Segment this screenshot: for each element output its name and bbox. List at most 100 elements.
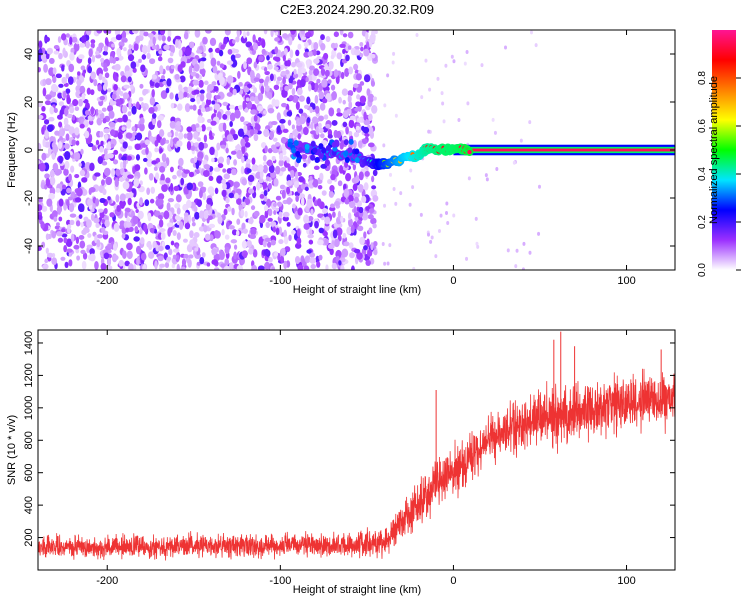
spectrogram-cell <box>352 83 359 89</box>
spectrogram-cell <box>188 254 194 259</box>
spectrogram-cell <box>116 205 121 212</box>
spectrogram-cell <box>75 140 80 146</box>
spectrogram-cell <box>77 203 85 213</box>
spectrogram-cell <box>191 221 196 227</box>
spectrogram-cell <box>118 259 125 267</box>
spectrogram-cell <box>320 34 325 41</box>
spectrogram-cell <box>327 178 333 185</box>
spectrogram-cell <box>330 54 335 60</box>
snr-ylabel: SNR (10 * v/v) <box>6 415 18 485</box>
spectrogram-cell <box>132 30 139 34</box>
spectrogram-cell <box>294 255 301 265</box>
spectrogram-cell <box>394 113 398 118</box>
spectrogram-cell <box>52 144 59 154</box>
spectrogram-cell <box>309 252 316 258</box>
spectrogram-cell <box>197 108 202 116</box>
spectrogram-cell <box>286 180 293 187</box>
spectrogram-cell <box>190 124 197 132</box>
spectrogram-cell <box>310 130 317 135</box>
spectrogram-cell <box>115 34 123 41</box>
spectrogram-cell <box>280 255 285 264</box>
spectrogram-cell <box>283 260 288 270</box>
spectrogram-cell <box>44 258 49 264</box>
spectrogram-cell <box>178 84 183 92</box>
spectrogram-cell <box>315 50 321 56</box>
spectrogram-cell <box>98 73 103 81</box>
spectrogram-cell <box>68 202 75 213</box>
spectrogram-cell <box>130 84 134 90</box>
spectrogram-cell <box>100 140 104 146</box>
spectrogram-cell <box>240 208 245 217</box>
spectrogram-cell <box>268 256 273 263</box>
spectrogram-cell <box>309 257 317 264</box>
spectrogram-cell <box>65 73 70 79</box>
spectrogram-cell <box>221 189 227 198</box>
spectrogram-cell <box>175 244 179 250</box>
spectrogram-cell <box>250 205 256 211</box>
spectrogram-cell <box>102 50 109 56</box>
spectrogram-cell <box>222 113 228 120</box>
spectrogram-cell <box>245 192 250 198</box>
spectrogram-cell <box>391 60 395 65</box>
spectrogram-cell <box>306 96 311 105</box>
spectrogram-cell <box>243 85 250 93</box>
spectrogram-cell <box>85 30 92 36</box>
spectrogram-cell <box>223 173 231 180</box>
spectrogram-cell <box>149 198 155 204</box>
spectrogram-cell <box>328 107 335 117</box>
spectrogram-cell <box>209 37 217 47</box>
spectrogram-cell <box>300 196 305 206</box>
spectrogram-cell <box>359 41 364 47</box>
spectrogram-cell <box>119 90 124 97</box>
spectrogram-cell <box>110 100 117 105</box>
spectrogram-cell <box>123 47 127 52</box>
spectrogram-cell <box>363 245 368 251</box>
spectrogram-cell <box>233 159 238 166</box>
spectrogram-cell <box>175 121 182 127</box>
spectrogram-cell <box>319 102 326 111</box>
spectrogram-cell <box>217 216 223 225</box>
spectrogram-cell <box>340 71 345 80</box>
spectrogram-cell <box>66 113 73 119</box>
spectrogram-cell <box>186 140 192 151</box>
spectrogram-cell <box>296 87 303 96</box>
spectrogram-cell <box>534 43 538 48</box>
spectrogram-cell <box>211 100 216 105</box>
spectrogram-cell <box>295 49 300 57</box>
spectrogram-cell <box>262 110 268 115</box>
spectrogram-cell <box>84 130 90 139</box>
spectrogram-cell <box>200 107 206 113</box>
spectrogram-cell <box>121 233 126 239</box>
spectrogram-cell <box>242 100 247 110</box>
spectrogram-cell <box>112 254 119 261</box>
spectrogram-cell <box>208 223 216 229</box>
spectrogram-cell <box>343 188 350 198</box>
spectrogram-cell <box>68 252 72 257</box>
spectrogram-cell <box>314 94 319 105</box>
spectrogram-cell <box>166 202 171 212</box>
snr-ytick-label: 800 <box>23 431 35 449</box>
spectrogram-cell <box>372 223 377 229</box>
spectrogram-cell <box>49 176 56 186</box>
spectrogram-cell <box>165 65 171 71</box>
spectrogram-cell <box>321 78 328 88</box>
spectrogram-cell <box>81 93 86 101</box>
spectrogram-cell <box>53 50 60 55</box>
spectrogram-cell <box>322 98 328 104</box>
spectrogram-cell <box>240 35 248 44</box>
spectrogram-cell <box>349 252 355 259</box>
spectrogram-cell <box>107 153 114 159</box>
spectrogram-cell <box>356 94 361 100</box>
spectrogram-cell <box>316 78 321 84</box>
spectrogram-cell <box>467 176 471 181</box>
spectrogram-cell <box>226 134 234 142</box>
spectrogram-cell <box>330 173 336 181</box>
spectrogram-cell <box>192 104 197 111</box>
spectrogram-cell <box>529 30 533 35</box>
spectrogram-cell <box>266 198 272 208</box>
spectrogram-cell <box>318 122 322 129</box>
spectrogram-cell <box>281 189 286 199</box>
spectrogram-cell <box>221 178 227 185</box>
